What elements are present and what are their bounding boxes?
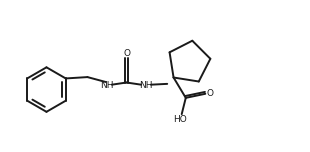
Text: O: O	[207, 89, 214, 98]
Text: NH: NH	[139, 81, 153, 90]
Text: O: O	[123, 49, 130, 58]
Text: NH: NH	[100, 81, 114, 90]
Text: HO: HO	[174, 114, 187, 124]
